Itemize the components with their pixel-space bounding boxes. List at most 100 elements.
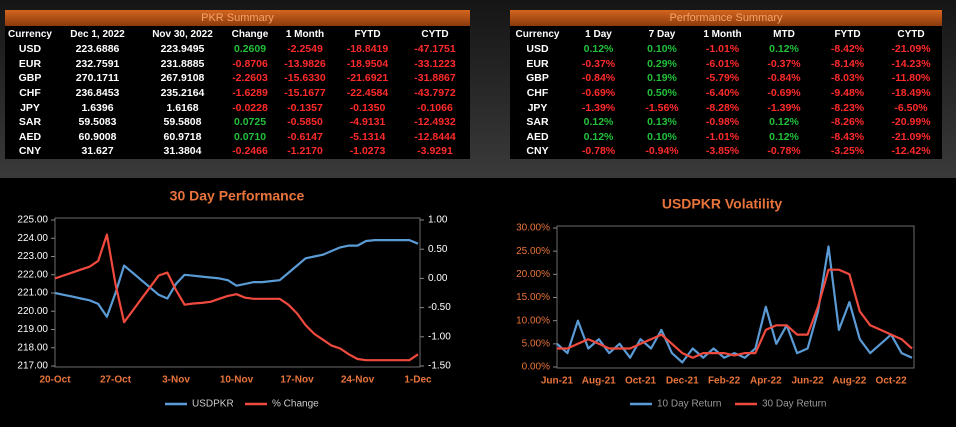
- cell: CHF: [19, 87, 41, 100]
- cell: 0.10%: [647, 43, 677, 56]
- x-tick-label: Apr-22: [750, 376, 782, 387]
- cell: 0.12%: [583, 116, 614, 129]
- header-row: Currency 1 Day 7 Day 1 Month MTD FYTD CYTD: [510, 26, 942, 42]
- cell: -21.09%: [891, 130, 931, 143]
- cell: JPY: [20, 101, 40, 114]
- y-tick-label: 222.00: [17, 269, 48, 280]
- cell: -6.01%: [705, 57, 740, 70]
- cell: -0.37%: [767, 57, 801, 70]
- cell: -0.98%: [705, 116, 740, 129]
- cell: SAR: [18, 116, 42, 129]
- plot-border: [556, 225, 915, 369]
- column-header: 1 Day: [585, 28, 612, 40]
- cell: AED: [526, 130, 549, 143]
- y2-tick-label: 1.00: [428, 215, 448, 226]
- column-header: Dec 1, 2022: [70, 28, 125, 40]
- cell: 0.29%: [647, 57, 677, 70]
- cell: -13.9826: [284, 57, 326, 70]
- cell: -0.6147: [287, 130, 323, 143]
- cell: -8.14%: [830, 57, 865, 70]
- x-tick-label: Jun-21: [541, 376, 574, 387]
- cell: CHF: [526, 87, 549, 100]
- row: SAR 0.12% 0.13% -0.98% 0.12% -8.26% -20.99%: [510, 115, 942, 130]
- y-tick-label: 10.00%: [516, 315, 550, 326]
- cell: 59.5808: [163, 116, 202, 129]
- row: JPY -1.39% -1.56% -8.28% -1.39% -8.23% -6.50%: [510, 100, 942, 115]
- row: GBP -0.84% 0.19% -5.79% -0.84% -8.03% -11.80%: [510, 71, 942, 86]
- y-tick-label: 20.00%: [516, 269, 550, 280]
- summary-panel: PKR Summary Currency Dec 1, 2022 Nov 30, 2…: [0, 0, 956, 178]
- cell: -15.6330: [284, 72, 326, 85]
- row: JPY 1.6396 1.6168 -0.0228 -0.1357 -0.1350 -0.1…: [5, 100, 470, 115]
- x-tick-label: Feb-22: [708, 376, 741, 387]
- row: CHF 236.8453 235.2164 -1.6289 -15.1677 -22.45…: [5, 86, 470, 101]
- cell: -6.40%: [705, 87, 740, 100]
- row: EUR -0.37% 0.29% -6.01% -0.37% -8.14% -14.23%: [510, 57, 942, 72]
- row: EUR 232.7591 231.8885 -0.8706 -13.9826 -18.95…: [5, 57, 470, 72]
- y2-tick-label: 0.50: [428, 244, 448, 255]
- cell: 0.50%: [647, 87, 677, 100]
- row: AED 60.9008 60.9718 0.0710 -0.6147 -5.1314 -12…: [5, 130, 470, 145]
- cell: -8.28%: [705, 101, 740, 114]
- cell: -8.43%: [830, 130, 865, 143]
- row: SAR 59.5083 59.5808 0.0725 -0.5850 -4.9131 -12…: [5, 115, 470, 130]
- cell: -0.5850: [287, 116, 323, 129]
- cell: 0.13%: [647, 116, 677, 129]
- cell: 31.627: [81, 145, 114, 158]
- cell: 267.9108: [160, 72, 205, 85]
- y-tick-label: 217.00: [17, 361, 48, 372]
- cell: 59.5083: [78, 116, 117, 129]
- cell: -0.1350: [349, 101, 386, 114]
- cell: CNY: [526, 145, 549, 158]
- cell: 0.12%: [769, 116, 799, 129]
- performance-summary: Performance Summary Currency 1 Day 7 Day 1 …: [510, 10, 942, 159]
- x-tick-label: 24-Nov: [341, 375, 375, 386]
- cell: -1.6289: [232, 87, 268, 100]
- series-line: [54, 239, 419, 318]
- cell: -21.09%: [891, 43, 931, 56]
- x-tick-label: Aug-22: [832, 376, 866, 387]
- y-tick-label: 30.00%: [516, 223, 550, 234]
- legend-label: % Change: [272, 399, 319, 410]
- cell: -0.0228: [232, 101, 268, 114]
- pkr-summary: PKR Summary Currency Dec 1, 2022 Nov 30, 2…: [5, 10, 470, 159]
- cell: -21.6921: [346, 72, 389, 85]
- cell: -12.4932: [414, 116, 456, 129]
- cell: -0.1357: [287, 101, 323, 114]
- row: AED 0.12% 0.10% -1.01% 0.12% -8.43% -21.09%: [510, 130, 942, 145]
- cell: -0.84%: [581, 72, 616, 85]
- legend-label: USDPKR: [192, 399, 234, 410]
- cell: 0.19%: [647, 72, 677, 85]
- cell: USD: [18, 43, 42, 56]
- cell: 236.8453: [75, 87, 120, 100]
- x-tick-label: Oct-21: [625, 376, 657, 387]
- cell: CNY: [18, 145, 42, 158]
- cell: 1.6168: [166, 101, 199, 114]
- cell: -12.8444: [414, 130, 456, 143]
- chart-title: 30 Day Performance: [170, 188, 305, 204]
- cell: GBP: [526, 72, 549, 85]
- cell: 0.0725: [233, 116, 267, 129]
- cell: 231.8885: [160, 57, 205, 70]
- x-tick-label: 27-Oct: [100, 375, 132, 386]
- cell: -8.23%: [830, 101, 865, 114]
- cell: 0.12%: [769, 43, 799, 56]
- row: CNY 31.627 31.3804 -0.2466 -1.2170 -1.0273 -3.…: [5, 144, 470, 159]
- cell: 223.6886: [75, 43, 120, 56]
- y-tick-label: 15.00%: [516, 292, 550, 303]
- cell: 223.9495: [160, 43, 205, 56]
- panel-title: Performance Summary: [510, 10, 942, 26]
- column-header: MTD: [773, 28, 795, 40]
- cell: -9.48%: [830, 87, 865, 100]
- y2-tick-label: -0.50: [428, 302, 451, 313]
- column-header: 1 Month: [285, 28, 325, 40]
- x-tick-label: 10-Nov: [220, 375, 254, 386]
- series-line: [557, 268, 913, 359]
- cell: -1.0273: [349, 145, 386, 158]
- cell: 0.0710: [233, 130, 267, 143]
- cell: -14.23%: [891, 57, 931, 70]
- cell: -0.84%: [767, 72, 801, 85]
- x-tick-label: 17-Nov: [280, 375, 314, 386]
- y2-tick-label: -1.00: [428, 331, 451, 342]
